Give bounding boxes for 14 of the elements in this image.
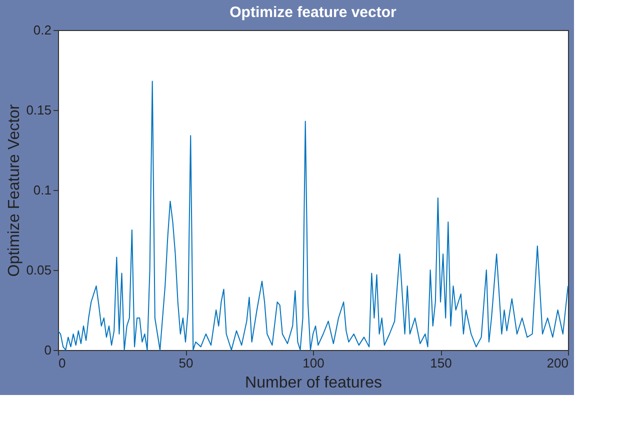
y-tick-label: 0.1 <box>33 182 52 198</box>
x-axis-title: Number of features <box>245 374 382 392</box>
y-tick-label: 0.15 <box>26 102 52 118</box>
x-tick-label: 100 <box>302 356 324 370</box>
line-series <box>58 80 568 350</box>
x-tick-label: 200 <box>546 356 568 370</box>
y-tick-label: 0 <box>44 342 52 358</box>
y-tick-label: 0.2 <box>33 22 52 38</box>
y-tick-label: 0.05 <box>26 262 52 278</box>
y-axis-title: Optimize Feature Vector <box>6 104 24 277</box>
chart-title: Optimize feature vector <box>230 4 397 21</box>
x-tick-label: 150 <box>430 356 452 370</box>
x-tick-label: 50 <box>178 356 194 370</box>
x-tick-label: 0 <box>58 356 66 370</box>
